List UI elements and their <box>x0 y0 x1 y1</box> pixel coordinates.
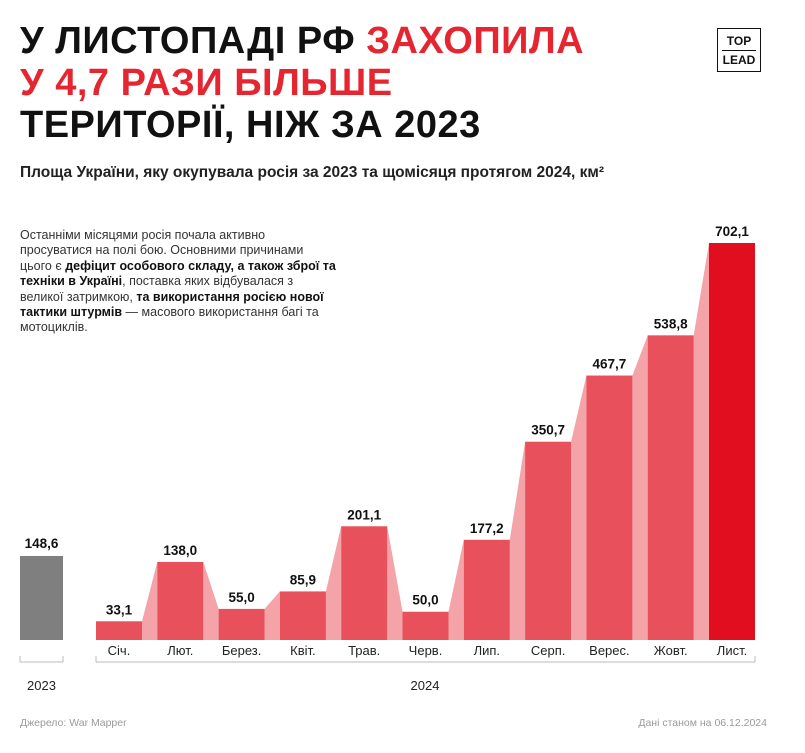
annotation-text: Останніми місяцями росія почала активно … <box>20 228 338 336</box>
value-label: 33,1 <box>106 602 133 617</box>
axis-label-2024: 2024 <box>411 678 440 693</box>
value-label: 85,9 <box>290 572 316 587</box>
value-label: 55,0 <box>228 590 254 605</box>
chart-subtitle: Площа України, яку окупувала росія за 20… <box>20 164 604 181</box>
month-label: Лист. <box>717 643 747 658</box>
month-label: Верес. <box>589 643 629 658</box>
month-label: Жовт. <box>654 643 688 658</box>
bar-2 <box>157 561 204 640</box>
month-label: Квіт. <box>290 643 316 658</box>
value-label: 702,1 <box>715 224 749 239</box>
bar-connector <box>448 539 464 640</box>
logo-lead-text: LEAD <box>722 50 756 69</box>
bar-connector <box>509 441 526 640</box>
month-label: Січ. <box>108 643 131 658</box>
bar-connector <box>571 375 587 640</box>
value-label-2023: 148,6 <box>25 536 59 551</box>
bar-5 <box>341 526 388 640</box>
date-note: Дані станом на 06.12.2024 <box>638 717 767 729</box>
value-label: 138,0 <box>163 543 197 558</box>
note-text-2: , поставка яких відбувалася з великої за… <box>20 274 294 304</box>
headline-part2: захопила <box>366 20 585 62</box>
top-lead-logo: TOP LEAD <box>717 28 761 72</box>
bar-connector <box>632 335 648 640</box>
note-text-1: Останніми місяцями росія почала активно … <box>20 228 304 273</box>
bar-connector <box>693 243 709 640</box>
bar-connector <box>142 561 158 640</box>
bar-7 <box>463 539 510 640</box>
bar-connector <box>203 561 219 640</box>
bar-11 <box>709 243 755 640</box>
bar-8 <box>525 441 572 640</box>
value-label: 50,0 <box>412 593 438 608</box>
note-text-3: — масового використання багі та мотоцикл… <box>20 305 319 335</box>
logo-top-text: TOP <box>726 34 752 48</box>
value-label: 350,7 <box>531 423 565 438</box>
month-label: Серп. <box>531 643 566 658</box>
month-label: Лип. <box>474 643 500 658</box>
value-label: 538,8 <box>654 316 688 331</box>
bar-10 <box>647 335 694 640</box>
month-label: Берез. <box>222 643 262 658</box>
headline: У листопаді РФ захопила у 4,7 рази більш… <box>20 20 700 146</box>
bar-6 <box>402 611 449 640</box>
bar-3 <box>218 608 265 640</box>
month-label: Трав. <box>348 643 380 658</box>
bar-9 <box>586 375 633 640</box>
month-label: Черв. <box>409 643 443 658</box>
note-bold-2: та використання росією нової тактики шту… <box>20 289 324 320</box>
axis-label-2023: 2023 <box>27 678 56 693</box>
value-label: 467,7 <box>593 357 627 372</box>
bar-connector <box>325 526 342 640</box>
bar-connector <box>264 591 280 640</box>
value-label: 201,1 <box>347 507 381 522</box>
bar-4 <box>279 591 326 640</box>
value-label: 177,2 <box>470 521 504 536</box>
headline-part1: У листопаді РФ <box>20 20 367 62</box>
source-note: Джерело: War Mapper <box>20 717 127 729</box>
bar-1 <box>96 621 142 640</box>
bar-2023 <box>20 555 63 640</box>
headline-part4: території, ніж за 2023 <box>20 104 481 146</box>
bar-connector <box>387 526 403 640</box>
headline-part3: у 4,7 рази більше <box>20 62 393 104</box>
month-label: Лют. <box>167 643 193 658</box>
note-bold-1: дефіцит особового складу, а також зброї … <box>20 258 336 289</box>
